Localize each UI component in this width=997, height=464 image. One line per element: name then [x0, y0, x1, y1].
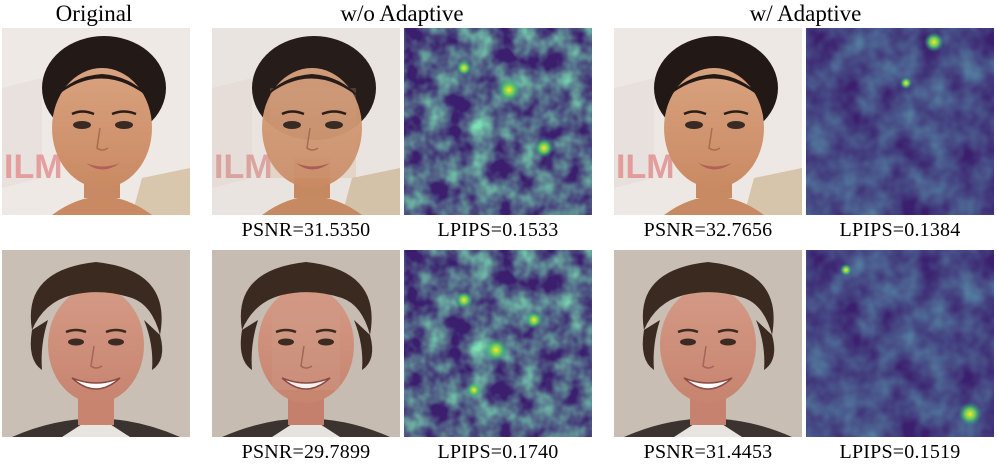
image-with-adaptive-woman: ILM	[614, 28, 802, 215]
lpips-with-adaptive-man: LPIPS=0.1519	[839, 441, 961, 463]
heatmap-with-adaptive-woman	[806, 28, 994, 215]
image-without-adaptive-man	[212, 250, 400, 437]
lpips-without-adaptive-woman: LPIPS=0.1533	[437, 219, 559, 241]
image-without-adaptive-woman: ILM	[212, 28, 400, 215]
header-without-adaptive: w/o Adaptive	[340, 1, 464, 26]
psnr-with-adaptive-man: PSNR=31.4453	[643, 441, 773, 463]
image-with-adaptive-man	[614, 250, 802, 437]
psnr-with-adaptive-woman: PSNR=32.7656	[643, 219, 773, 241]
svg-text:ILM: ILM	[4, 148, 63, 186]
psnr-without-adaptive-man: PSNR=29.7899	[241, 441, 371, 463]
image-original-woman: ILM	[2, 28, 190, 215]
psnr-without-adaptive-woman: PSNR=31.5350	[241, 219, 371, 241]
image-original-man	[2, 250, 190, 437]
svg-text:ILM: ILM	[214, 148, 273, 186]
lpips-without-adaptive-man: LPIPS=0.1740	[437, 441, 559, 463]
heatmap-without-adaptive-woman	[404, 28, 592, 215]
heatmap-with-adaptive-man	[806, 250, 994, 437]
lpips-with-adaptive-woman: LPIPS=0.1384	[839, 219, 961, 241]
svg-text:ILM: ILM	[616, 148, 675, 186]
header-with-adaptive: w/ Adaptive	[749, 1, 862, 26]
header-original: Original	[55, 1, 133, 26]
heatmap-without-adaptive-man	[404, 250, 592, 437]
